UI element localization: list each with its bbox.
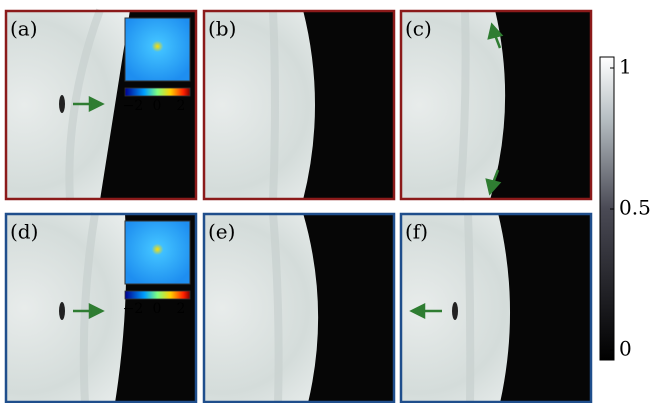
inset-tick-label: −2 xyxy=(123,98,144,114)
inset-tick-label: 2 xyxy=(177,98,186,114)
inset-colorbar xyxy=(125,88,190,96)
panel-label: (c) xyxy=(405,17,432,41)
ripple xyxy=(273,10,275,200)
colorbar-tick-label: 0 xyxy=(619,337,632,361)
panel-label: (a) xyxy=(10,17,38,41)
panel-label: (d) xyxy=(10,220,38,244)
inset-image xyxy=(125,18,190,81)
inset-colorbar xyxy=(125,291,190,299)
inset-tick-label: 0 xyxy=(153,98,162,114)
dark-region xyxy=(303,10,395,200)
inset-tick-label: 0 xyxy=(153,301,162,317)
vortex xyxy=(59,302,65,320)
panel-label: (e) xyxy=(208,220,235,244)
ripple xyxy=(468,213,470,403)
dark-region xyxy=(490,10,592,200)
colorbar-tick-label: 1 xyxy=(619,55,632,79)
inset-image xyxy=(125,221,190,284)
panel-label: (f) xyxy=(405,220,428,244)
vortex xyxy=(452,302,458,320)
vortex xyxy=(59,95,65,113)
panel-label: (b) xyxy=(208,17,236,41)
inset-tick-label: −2 xyxy=(123,301,144,317)
colorbar-tick-label: 0.5 xyxy=(619,196,651,220)
figure: (a)(b)(c)(d)(e)(f)−202−202 10.50 xyxy=(0,0,655,403)
dark-region xyxy=(498,213,592,403)
inset-tick-label: 2 xyxy=(177,301,186,317)
